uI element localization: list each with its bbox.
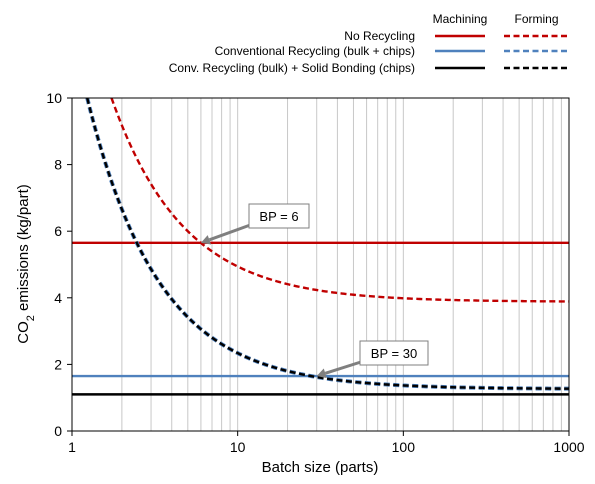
legend-label: No Recycling <box>344 29 415 43</box>
x-tick-label: 1 <box>68 439 76 455</box>
y-axis-label-rest: emissions (kg/part) <box>15 184 32 315</box>
y-axis-label-main: CO <box>15 321 32 344</box>
series-lines <box>72 97 570 396</box>
series-nr_forming <box>110 97 570 303</box>
legend-header-forming: Forming <box>514 12 558 26</box>
x-tick-label: 1000 <box>553 439 584 455</box>
axis-ticks: 0 2 4 6 8 10 1 10 100 1000 <box>46 90 584 455</box>
series-sb_forming <box>86 97 570 390</box>
annotation-arrow-shaft <box>208 222 254 242</box>
y-axis-label-subscript: 2 <box>25 315 37 321</box>
plot-frame <box>71 97 570 432</box>
legend-header-machining: Machining <box>433 12 488 26</box>
y-tick-label: 2 <box>54 356 62 372</box>
annotation-label: BP = 30 <box>371 346 417 361</box>
legend: Machining Forming No RecyclingConventional… <box>169 12 569 75</box>
annotation-label: BP = 6 <box>259 209 298 224</box>
annotation-box <box>248 203 310 229</box>
legend-label: Conv. Recycling (bulk) + Solid Bonding (… <box>169 61 415 75</box>
y-tick-label: 8 <box>54 157 62 173</box>
legend-label: Conventional Recycling (bulk + chips) <box>215 44 415 58</box>
annotations: BP = 6 BP = 30 <box>200 203 429 379</box>
y-tick-label: 4 <box>54 290 62 306</box>
annotation-box <box>359 340 429 366</box>
x-axis-label: Batch size (parts) <box>262 459 379 476</box>
y-tick-label: 6 <box>54 223 62 239</box>
x-tick-label: 10 <box>230 439 246 455</box>
y-tick-label: 10 <box>46 90 62 106</box>
y-tick-label: 0 <box>54 423 62 439</box>
x-tick-label: 100 <box>392 439 416 455</box>
annotation-arrow-shaft <box>324 359 365 375</box>
y-axis-label: CO2 emissions (kg/part) <box>15 184 37 344</box>
annotation-arrow-head <box>316 368 327 379</box>
annotation-arrow-head <box>200 235 212 245</box>
plot-border <box>71 97 570 432</box>
